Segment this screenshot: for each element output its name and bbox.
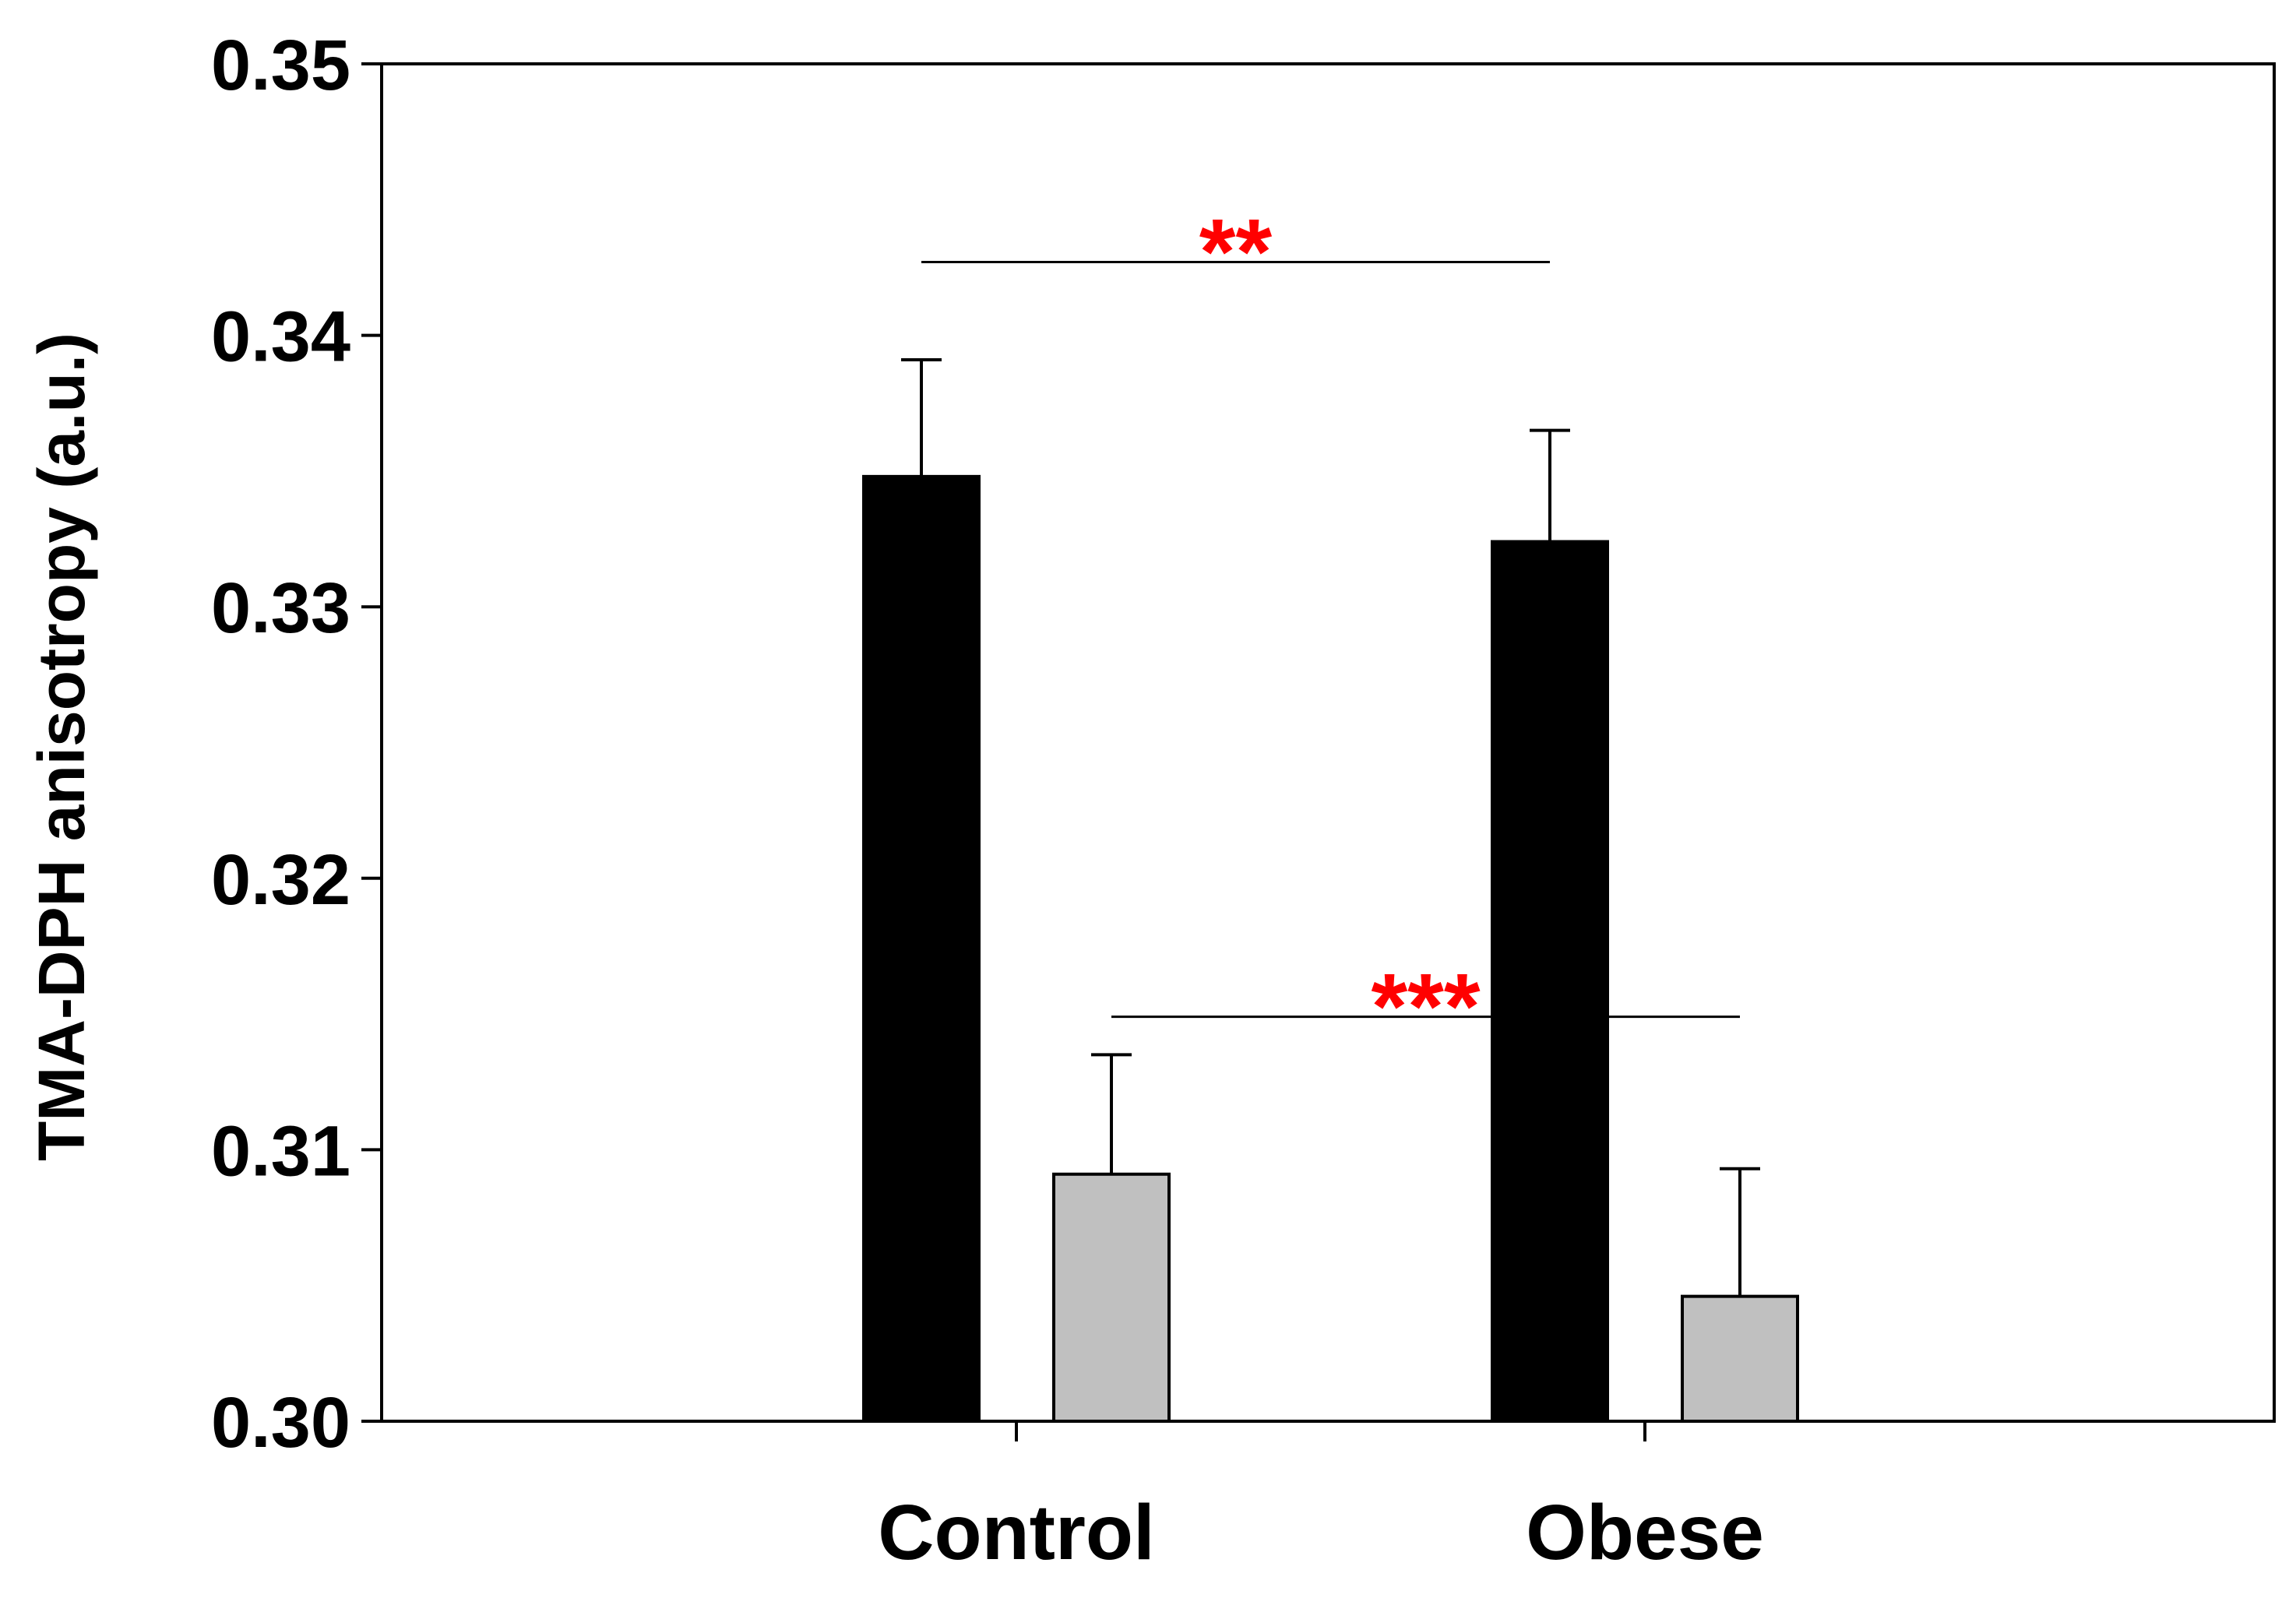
y-tick-label: 0.31 xyxy=(211,1111,350,1191)
x-category-label: Control xyxy=(878,1489,1154,1576)
y-axis-title: TMA-DPH anisotropy (a.u.) xyxy=(25,333,98,1161)
y-tick-label: 0.33 xyxy=(211,568,350,648)
y-tick-label: 0.32 xyxy=(211,840,350,920)
bar xyxy=(862,474,981,1424)
y-tick-label: 0.30 xyxy=(211,1383,350,1462)
y-tick-label: 0.35 xyxy=(211,26,350,105)
bar xyxy=(1052,1172,1171,1424)
bar xyxy=(1681,1294,1799,1424)
plot-frame xyxy=(380,62,2276,1423)
significance-label: ** xyxy=(1199,199,1273,304)
y-tick-label: 0.34 xyxy=(211,297,350,377)
bar xyxy=(1491,540,1609,1423)
significance-label: *** xyxy=(1371,955,1480,1059)
x-category-label: Obese xyxy=(1526,1489,1764,1576)
